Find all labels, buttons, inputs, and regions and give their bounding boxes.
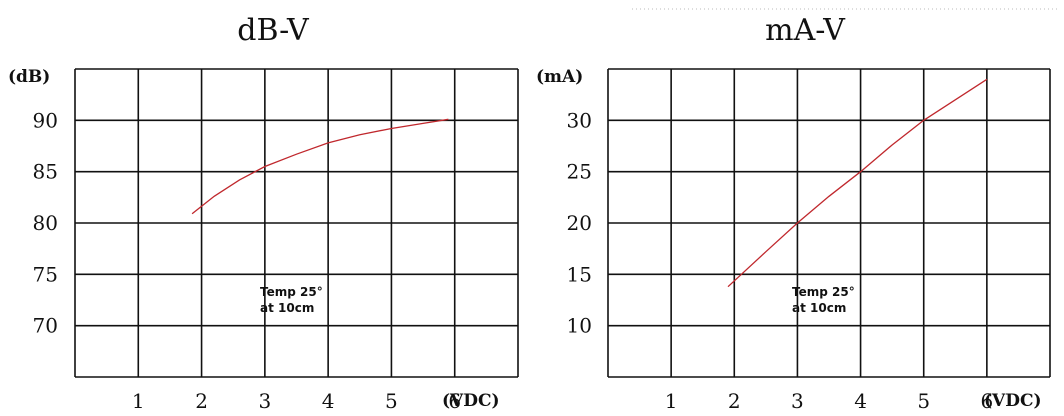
- x-axis-unit: (VDC): [984, 391, 1042, 411]
- y-tick-label: 80: [33, 211, 58, 235]
- chart-db-v: dB-V (dB) (VDC) Temp 25° at 10cm 90 85 80 7…: [8, 13, 519, 413]
- y-tick-label: 85: [33, 160, 58, 184]
- x-tick-label: 5: [917, 389, 930, 413]
- x-axis-unit: (VDC): [442, 391, 500, 411]
- y-tick-label: 15: [567, 262, 592, 286]
- x-tick-label: 4: [854, 389, 867, 413]
- annotation-line-1: Temp 25°: [792, 285, 855, 299]
- chart-title: mA-V: [765, 13, 846, 48]
- x-tick-label: 4: [322, 389, 335, 413]
- y-tick-label: 25: [567, 160, 592, 184]
- y-tick-label: 70: [33, 314, 58, 338]
- x-tick-label: 2: [195, 389, 208, 413]
- x-tick-label: 1: [132, 389, 145, 413]
- y-axis-unit: (mA): [536, 67, 583, 87]
- series-curve: [191, 118, 449, 215]
- annotation-line-2: at 10cm: [792, 301, 846, 315]
- y-tick-label: 75: [33, 262, 58, 286]
- x-tick-label: 3: [791, 389, 804, 413]
- y-axis-unit: (dB): [8, 67, 50, 87]
- series-curve: [727, 78, 988, 288]
- annotation-line-2: at 10cm: [260, 301, 314, 315]
- y-tick-label: 20: [567, 211, 592, 235]
- x-tick-label: 6: [980, 389, 993, 413]
- x-tick-label: 6: [448, 389, 461, 413]
- chart-ma-v: mA-V (mA) (VDC) Temp 25° at 10cm 3025201…: [536, 13, 1051, 413]
- y-tick-label: 10: [567, 314, 592, 338]
- x-tick-label: 2: [728, 389, 741, 413]
- y-tick-label: 30: [567, 108, 592, 132]
- x-tick-label: 5: [385, 389, 398, 413]
- y-tick-label: 90: [33, 108, 58, 132]
- annotation-line-1: Temp 25°: [260, 285, 323, 299]
- x-tick-label: 3: [258, 389, 271, 413]
- x-tick-label: 1: [665, 389, 678, 413]
- chart-title: dB-V: [237, 13, 310, 48]
